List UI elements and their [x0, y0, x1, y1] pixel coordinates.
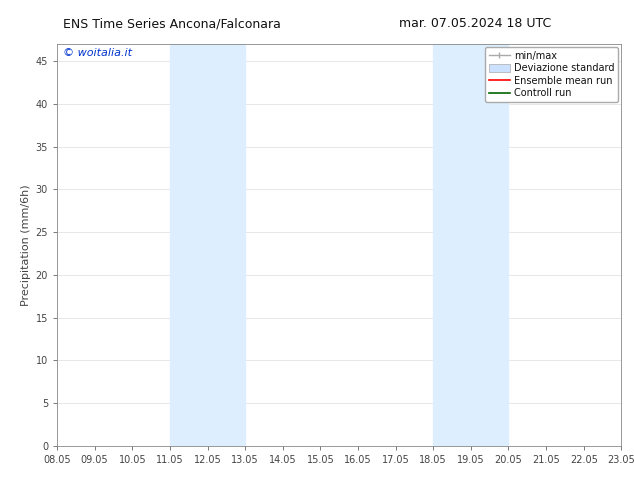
- Y-axis label: Precipitation (mm/6h): Precipitation (mm/6h): [22, 184, 31, 306]
- Text: © woitalia.it: © woitalia.it: [63, 48, 132, 58]
- Legend: min/max, Deviazione standard, Ensemble mean run, Controll run: min/max, Deviazione standard, Ensemble m…: [485, 47, 618, 102]
- Bar: [170, 44, 245, 446]
- Text: ENS Time Series Ancona/Falconara: ENS Time Series Ancona/Falconara: [63, 17, 281, 30]
- Text: mar. 07.05.2024 18 UTC: mar. 07.05.2024 18 UTC: [399, 17, 552, 30]
- Bar: [433, 44, 508, 446]
